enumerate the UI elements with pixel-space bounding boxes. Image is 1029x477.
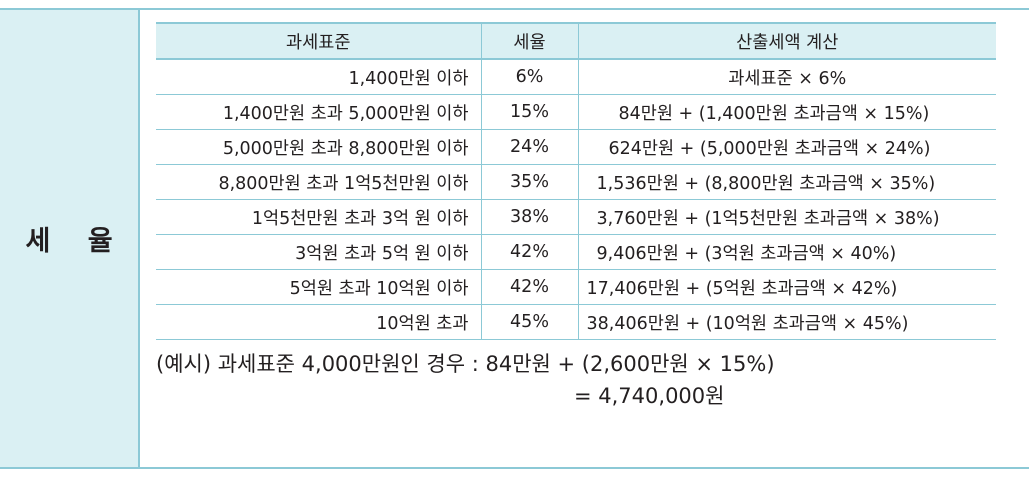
table-row: 1,400만원 초과 5,000만원 이하 15% 84만원 + (1,400만… (156, 94, 996, 130)
rate-cell: 45% (480, 304, 578, 340)
tax-rate-table: 과세표준 세율 산출세액 계산 1,400만원 이하 6% 과세표준 × 6% … (156, 22, 996, 340)
bottom-border (0, 467, 1029, 469)
calculation-cell: 3,760만원 + (1억5천만원 초과금액 × 38%) (577, 199, 996, 235)
table-row: 5,000만원 초과 8,800만원 이하 24% 624만원 + (5,000… (156, 129, 996, 165)
tax-base-cell: 8,800만원 초과 1억5천만원 이하 (218, 173, 469, 194)
side-label-cell: 세 율 (0, 10, 140, 467)
header-calculation: 산출세액 계산 (577, 23, 996, 59)
calculation-cell: 84만원 + (1,400만원 초과금액 × 15%) (577, 94, 996, 130)
table-row: 1,400만원 이하 6% 과세표준 × 6% (156, 59, 996, 95)
calculation-cell: 과세표준 × 6% (577, 59, 996, 95)
table-header-row: 과세표준 세율 산출세액 계산 (156, 23, 996, 59)
table-row: 1억5천만원 초과 3억 원 이하 38% 3,760만원 + (1억5천만원 … (156, 199, 996, 235)
rate-cell: 35% (480, 164, 578, 200)
tax-base-cell: 3억원 초과 5억 원 이하 (295, 243, 469, 264)
rate-cell: 42% (480, 234, 578, 270)
rate-cell: 15% (480, 94, 578, 130)
rate-cell: 6% (480, 59, 578, 95)
table-row: 10억원 초과 45% 38,406만원 + (10억원 초과금액 × 45%) (156, 304, 996, 340)
example-line-1: (예시) 과세표준 4,000만원인 경우 : 84만원 + (2,600만원 … (156, 352, 775, 376)
calculation-cell: 17,406만원 + (5억원 초과금액 × 42%) (577, 269, 996, 305)
example-line-2: = 4,740,000원 (574, 384, 725, 408)
tax-base-cell: 5,000만원 초과 8,800만원 이하 (222, 138, 469, 159)
table-row: 5억원 초과 10억원 이하 42% 17,406만원 + (5억원 초과금액 … (156, 269, 996, 305)
header-tax-base: 과세표준 (286, 32, 351, 53)
calculation-cell: 624만원 + (5,000만원 초과금액 × 24%) (577, 129, 996, 165)
header-rate: 세율 (480, 23, 578, 59)
top-border (0, 8, 1029, 10)
example-note: (예시) 과세표준 4,000만원인 경우 : 84만원 + (2,600만원 … (156, 348, 996, 412)
calculation-cell: 9,406만원 + (3억원 초과금액 × 40%) (577, 234, 996, 270)
tax-base-cell: 1,400만원 이하 (348, 68, 469, 89)
rate-cell: 38% (480, 199, 578, 235)
table-row: 8,800만원 초과 1억5천만원 이하 35% 1,536만원 + (8,80… (156, 164, 996, 200)
rate-cell: 24% (480, 129, 578, 165)
tax-base-cell: 1억5천만원 초과 3억 원 이하 (251, 208, 469, 229)
calculation-cell: 38,406만원 + (10억원 초과금액 × 45%) (577, 304, 996, 340)
tax-base-cell: 1,400만원 초과 5,000만원 이하 (222, 103, 469, 124)
tax-base-cell: 5억원 초과 10억원 이하 (289, 278, 469, 299)
tax-base-cell: 10억원 초과 (376, 313, 469, 334)
tax-rate-content: 과세표준 세율 산출세액 계산 1,400만원 이하 6% 과세표준 × 6% … (156, 22, 996, 412)
side-label: 세 율 (25, 226, 127, 257)
rate-cell: 42% (480, 269, 578, 305)
table-row: 3억원 초과 5억 원 이하 42% 9,406만원 + (3억원 초과금액 ×… (156, 234, 996, 270)
calculation-cell: 1,536만원 + (8,800만원 초과금액 × 35%) (577, 164, 996, 200)
